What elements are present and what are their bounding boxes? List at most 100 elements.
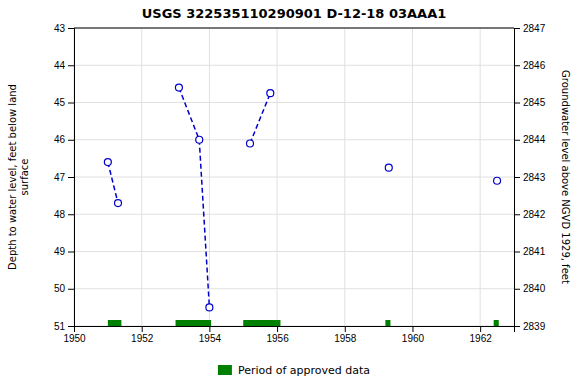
y-axis-tick: 46: [54, 134, 74, 145]
y2-axis-tick: 2847: [514, 23, 546, 34]
y-axis-tick: 48: [54, 209, 74, 220]
x-axis-line: [75, 327, 515, 333]
series: [104, 159, 121, 207]
series-marker: [494, 177, 501, 184]
approved-period: [243, 320, 280, 326]
series: [247, 90, 274, 147]
y-axis-tick-mark: [68, 289, 74, 290]
grid-line-y: [74, 177, 514, 178]
y-axis-tick: 49: [54, 246, 74, 257]
series-marker: [175, 84, 182, 91]
series-marker: [267, 90, 274, 97]
series-marker: [206, 304, 213, 311]
y-axis-tick-mark: [68, 177, 74, 178]
series-marker: [104, 159, 111, 166]
y2-axis-tick-label: 2839: [523, 321, 546, 332]
y2-axis-tick-label: 2846: [523, 60, 546, 71]
x-axis-tick-label: 1958: [334, 333, 357, 344]
y2-axis-line: [515, 29, 521, 327]
y-axis-tick-mark: [68, 65, 74, 66]
grid-line-y: [74, 288, 514, 289]
x-axis-tick: 1956: [266, 326, 289, 344]
y2-axis-tick-label: 2841: [523, 246, 546, 257]
legend-item: Period of approved data: [218, 364, 370, 377]
y2-axis-tick-mark: [514, 140, 520, 141]
y2-axis-tick: 2841: [514, 246, 546, 257]
y-axis-label: Depth to water level, feet below landsur…: [7, 84, 30, 270]
y2-axis-tick-label: 2844: [523, 134, 546, 145]
x-axis-tick-label: 1962: [470, 333, 493, 344]
y2-axis-tick-mark: [514, 252, 520, 253]
x-axis-tick-mark: [277, 326, 278, 332]
legend: Period of approved data: [218, 364, 370, 377]
y-axis-tick-label: 47: [54, 172, 66, 183]
series-marker: [385, 164, 392, 171]
y-axis-tick: 51: [54, 321, 74, 332]
approved-period: [176, 320, 212, 326]
y2-axis-tick: 2842: [514, 209, 546, 220]
plot: 1950 1952 1954 1956 1958 1960 1962 43 44 45 46 47 48…: [7, 23, 571, 344]
marks: [104, 84, 500, 326]
y-axis-tick-label: 51: [54, 321, 66, 332]
series-line: [250, 93, 270, 143]
y2-axis-tick: 2844: [514, 134, 546, 145]
y2-axis-tick: 2839: [514, 321, 546, 332]
grid-line-y: [74, 28, 514, 29]
y-axis-tick-mark: [68, 140, 74, 141]
y2-axis-tick-label: 2840: [523, 283, 546, 294]
series: [175, 84, 212, 311]
x-axis-tick-mark: [209, 326, 210, 332]
approved-period: [385, 320, 390, 326]
title: USGS 322535110290901 D-12-18 03AAA1: [142, 6, 447, 21]
y2-axis-tick-mark: [514, 177, 520, 178]
y2-axis-tick-mark: [514, 65, 520, 66]
y2-axis-tick-label: 2847: [523, 23, 546, 34]
x-axis-tick: 1958: [334, 326, 357, 344]
grid-line-y: [74, 65, 514, 66]
y-axis-line: [68, 29, 75, 327]
y-axis-tick-mark: [68, 103, 74, 104]
y-axis-tick: 47: [54, 172, 74, 183]
y2-axis-tick-label: 2845: [523, 97, 546, 108]
y-axis-tick-label: 43: [54, 23, 66, 34]
x-axis-tick-mark: [142, 326, 143, 332]
x-axis-tick: 1950: [63, 326, 86, 344]
y-axis-tick-label: 48: [54, 209, 66, 220]
series-marker: [115, 200, 122, 207]
y2-axis-tick: 2843: [514, 172, 546, 183]
y-axis-tick: 50: [54, 283, 74, 294]
y-axis-tick-label: 45: [54, 97, 66, 108]
grid-line-y: [74, 214, 514, 215]
y-axis-tick-mark: [68, 252, 74, 253]
x-axis-tick: 1962: [470, 326, 493, 344]
legend-label: Period of approved data: [238, 364, 370, 377]
y-axis-tick: 44: [54, 60, 74, 71]
bands: [108, 320, 499, 326]
y-axis-tick-mark: [68, 28, 74, 29]
x-axis-tick-label: 1954: [199, 333, 222, 344]
x-axis-tick: 1952: [131, 326, 154, 344]
y-axis-tick-label: 50: [54, 283, 66, 294]
grid-line-y: [74, 102, 514, 103]
y2-axis-tick-label: 2843: [523, 172, 546, 183]
y-axis-tick-label: 46: [54, 134, 66, 145]
x-axis-tick-label: 1956: [266, 333, 289, 344]
approved-period: [494, 320, 499, 326]
y-axis-tick: 43: [54, 23, 74, 34]
y2-axis-tick: 2840: [514, 283, 546, 294]
x-axis-tick-label: 1952: [131, 333, 154, 344]
y2-axis-tick-mark: [514, 28, 520, 29]
y2-axis-tick: 2845: [514, 97, 546, 108]
y-axis-tick-mark: [68, 214, 74, 215]
y2-axis-tick-mark: [514, 214, 520, 215]
x-axis-tick-label: 1960: [402, 333, 425, 344]
y2-axis-tick-mark: [514, 326, 520, 327]
y2-axis-tick-label: 2842: [523, 209, 546, 220]
series: [494, 177, 501, 184]
x-axis-tick-mark: [412, 326, 413, 332]
y-axis-tick-label: 44: [54, 60, 66, 71]
grid-line-y: [74, 251, 514, 252]
series-line: [108, 162, 118, 203]
y-axis-tick-mark: [68, 326, 74, 327]
series-marker: [196, 136, 203, 143]
